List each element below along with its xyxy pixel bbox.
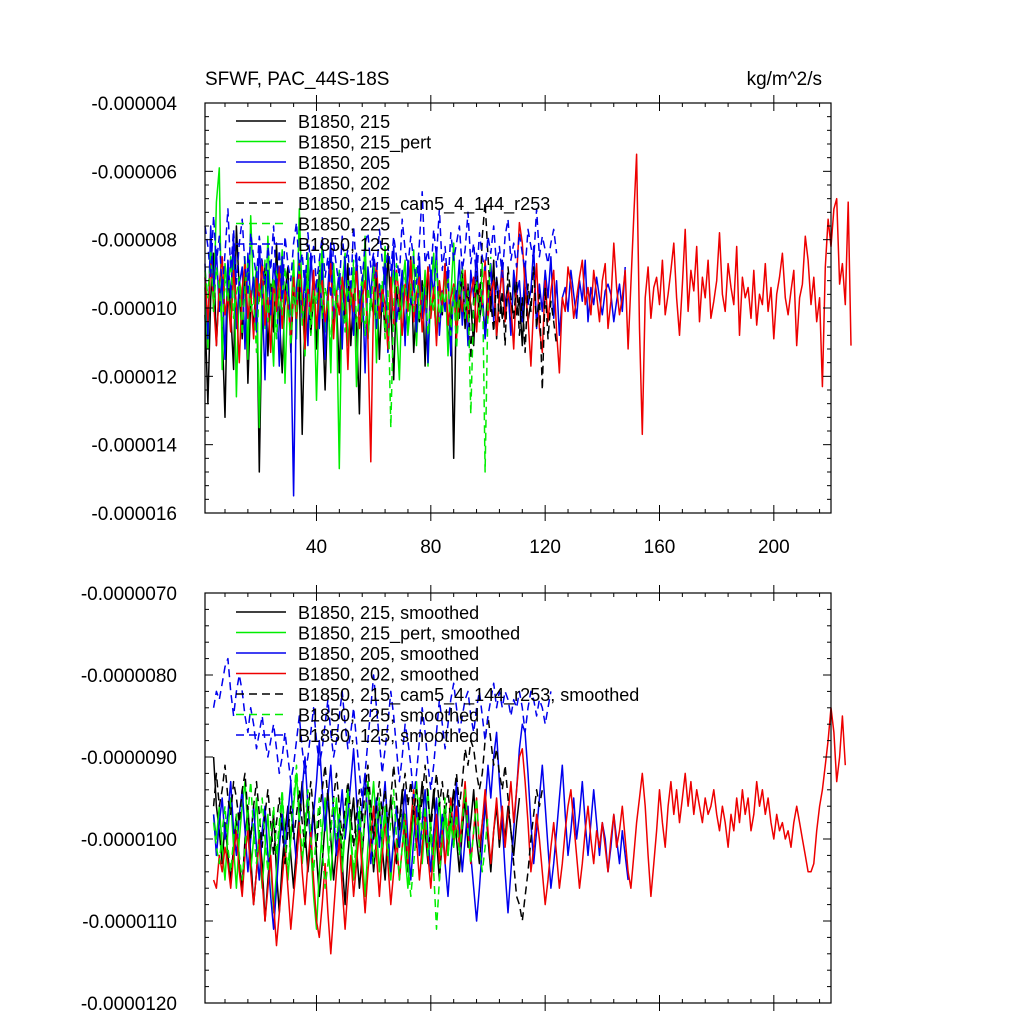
top-chart: SFWF, PAC_44S-18S kg/m^2/s -0.000016-0.0… bbox=[91, 69, 852, 558]
top-chart-y-tick-label: -0.000010 bbox=[91, 299, 177, 320]
top-chart-y-tick-label: -0.000008 bbox=[91, 231, 177, 252]
bottom-chart-legend-label: B1850, 125, smoothed bbox=[298, 726, 479, 746]
bottom-chart: -0.0000120 -0.0000110 -0.0000100 -0.0000090… bbox=[81, 584, 847, 1015]
bottom-chart-legend-label: B1850, 215, smoothed bbox=[298, 603, 479, 623]
top-chart-legend-label: B1850, 215_cam5_4_144_r253 bbox=[298, 194, 550, 215]
bottom-chart-y-tick-label: -0.0000070 bbox=[81, 584, 177, 605]
top-chart-y-tick-label: -0.000016 bbox=[91, 504, 177, 525]
top-chart-y-tick-label: -0.000004 bbox=[91, 94, 177, 115]
top-chart-legend-label: B1850, 215_pert bbox=[298, 133, 431, 154]
bottom-chart-legend-label: B1850, 215_pert, smoothed bbox=[298, 624, 520, 645]
bottom-chart-ticks: -0.0000120 -0.0000110 -0.0000100 -0.0000090… bbox=[81, 584, 831, 1015]
bottom-chart-y-tick-label: -0.0000100 bbox=[81, 830, 177, 851]
top-chart-title-right: kg/m^2/s bbox=[747, 69, 822, 90]
top-chart-y-tick-label: -0.000006 bbox=[91, 162, 177, 183]
bottom-chart-frame bbox=[204, 592, 832, 1004]
top-chart-series-line-2 bbox=[204, 225, 626, 497]
bottom-chart-legend-label: B1850, 205, smoothed bbox=[298, 644, 479, 664]
top-chart-series-group bbox=[204, 153, 852, 497]
top-chart-series-line-6 bbox=[204, 191, 558, 302]
bottom-chart-y-tick-label: -0.0000110 bbox=[82, 912, 177, 933]
top-chart-legend-label: B1850, 225 bbox=[298, 215, 390, 235]
top-chart-x-tick-label: 160 bbox=[644, 537, 676, 558]
bottom-chart-series-group bbox=[212, 657, 847, 955]
top-chart-x-tick-label: 200 bbox=[758, 537, 790, 558]
bottom-chart-y-tick-label: -0.0000090 bbox=[81, 748, 177, 769]
top-chart-x-tick-label: 80 bbox=[420, 537, 441, 558]
bottom-chart-y-tick-label: -0.0000080 bbox=[81, 666, 177, 687]
top-chart-legend-label: B1850, 125 bbox=[298, 235, 390, 255]
bottom-chart-y-tick-label: -0.0000120 bbox=[81, 994, 177, 1015]
top-chart-series-line-5 bbox=[204, 249, 492, 473]
top-chart-series-line-3 bbox=[204, 153, 852, 463]
top-chart-y-tick-label: -0.000012 bbox=[91, 367, 177, 388]
bottom-chart-series-line-2 bbox=[212, 723, 629, 930]
top-chart-legend-label: B1850, 215 bbox=[298, 112, 390, 132]
bottom-chart-legend-label: B1850, 225, smoothed bbox=[298, 706, 479, 726]
top-chart-ticks: -0.000016 -0.000014 -0.000012 -0.000010 -0.0… bbox=[91, 94, 831, 558]
top-chart-series-line-4 bbox=[458, 201, 558, 391]
top-chart-x-tick-label: 40 bbox=[306, 537, 327, 558]
top-chart-legend-label: B1850, 202 bbox=[298, 174, 390, 194]
top-chart-y-tick-label: -0.000014 bbox=[91, 436, 177, 457]
top-chart-legend-label: B1850, 205 bbox=[298, 153, 390, 173]
bottom-chart-legend-label: B1850, 202, smoothed bbox=[298, 665, 479, 685]
bottom-chart-series-line-3 bbox=[212, 707, 847, 955]
bottom-chart-legend-label: B1850, 215_cam5_4_144_r253, smoothed bbox=[298, 685, 639, 706]
top-chart-title-left: SFWF, PAC_44S-18S bbox=[205, 69, 389, 90]
top-chart-x-tick-label: 120 bbox=[529, 537, 561, 558]
